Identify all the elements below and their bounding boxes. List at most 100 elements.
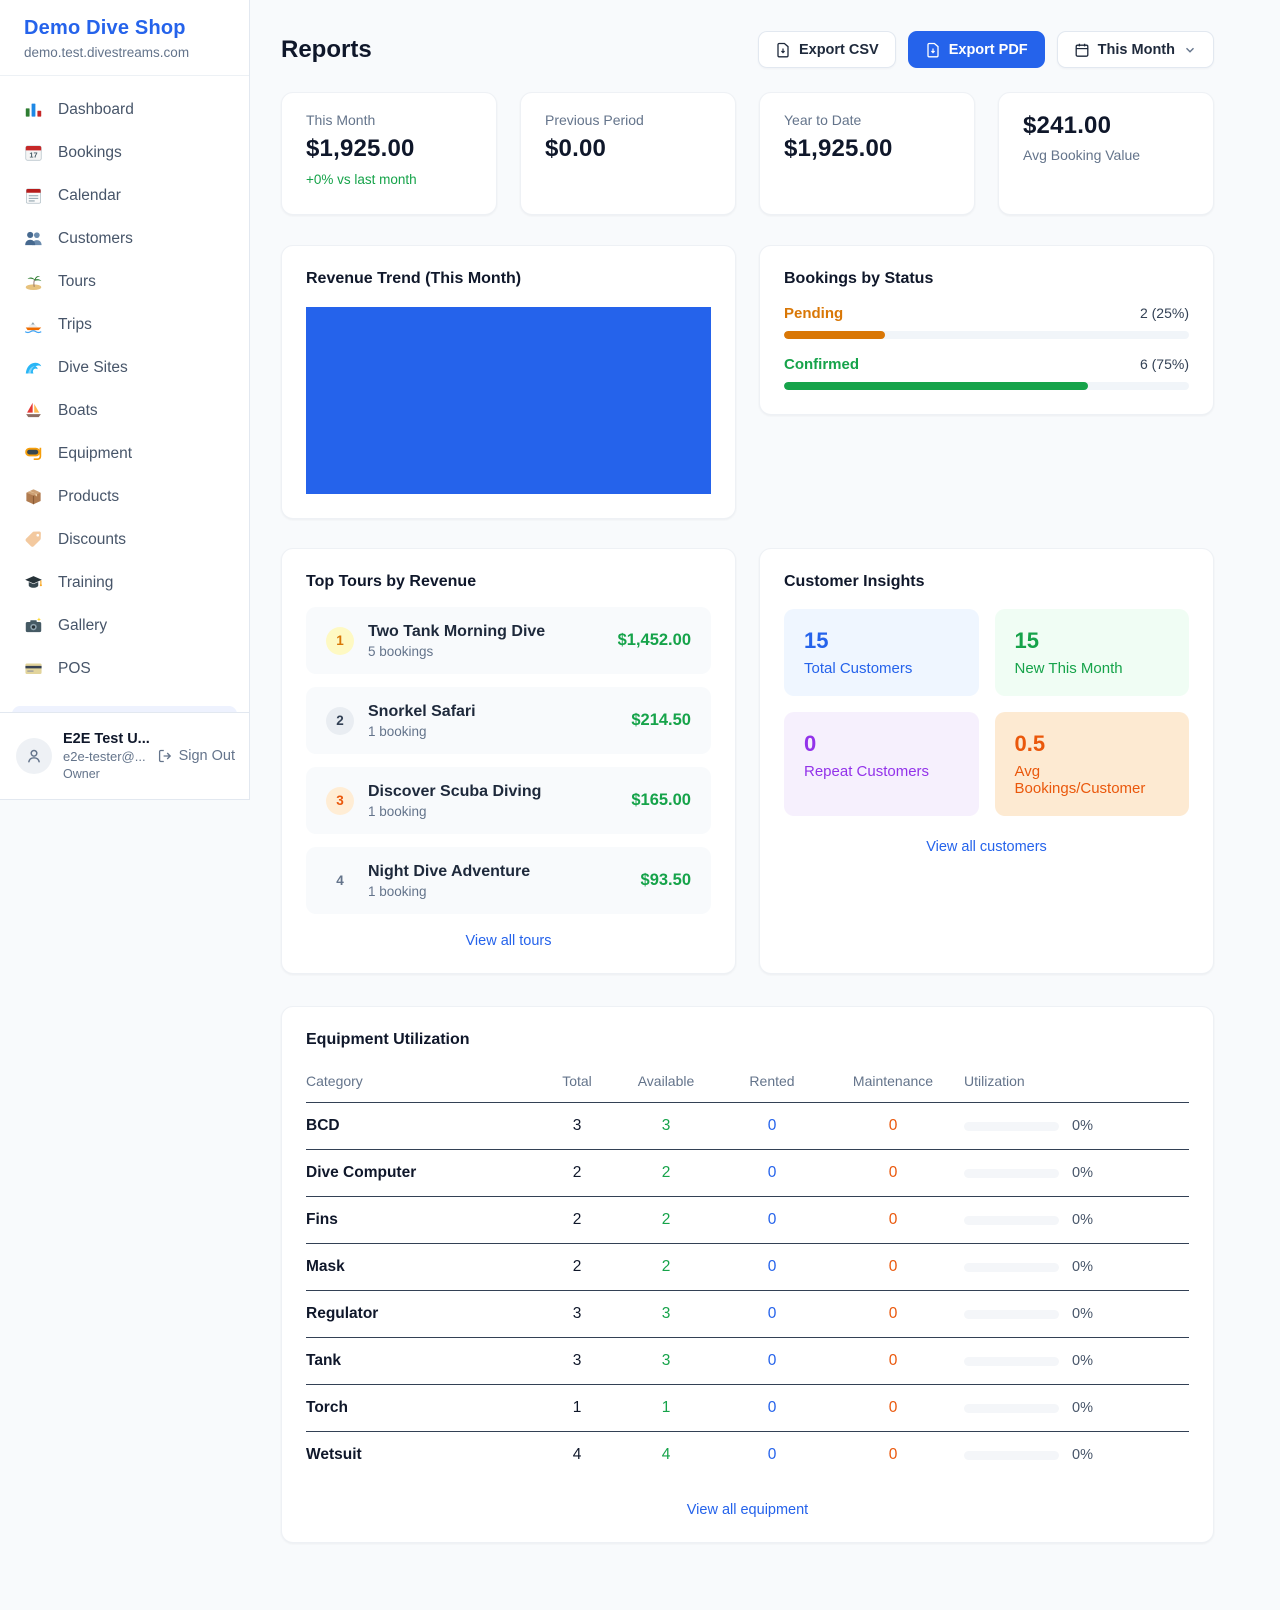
cell-available: 3: [661, 1352, 671, 1369]
cell-total: 4: [572, 1446, 582, 1463]
cell-available: 1: [661, 1399, 671, 1416]
sidebar-item-equipment[interactable]: Equipment: [12, 432, 237, 475]
svg-text:17: 17: [29, 151, 37, 160]
customer-insights-card: Customer Insights 15 Total Customers 15 …: [759, 548, 1214, 974]
sidebar-item-products[interactable]: Products: [12, 475, 237, 518]
discounts-icon: [24, 530, 43, 549]
stat-value: $0.00: [545, 135, 607, 162]
chevron-down-icon: [1186, 47, 1194, 53]
sidebar-item-label: Tours: [58, 272, 96, 290]
stat-value: $1,925.00: [306, 135, 415, 162]
cell-available: 3: [661, 1117, 671, 1134]
column-header-available: Available: [637, 1073, 695, 1089]
cell-total: 2: [572, 1211, 582, 1228]
export-pdf-label: Export PDF: [948, 41, 1028, 58]
cell-category: Dive Computer: [306, 1164, 417, 1181]
utilization-bar-track: [964, 1309, 1059, 1319]
bookings-by-status-card: Bookings by Status Pending 2 (25%) Confi…: [759, 245, 1214, 415]
cell-category: Tank: [306, 1352, 342, 1369]
sign-out-button[interactable]: Sign Out: [157, 748, 235, 764]
user-panel: E2E Test U... e2e-tester@... Owner Sign …: [0, 712, 249, 799]
cell-total: 2: [572, 1164, 582, 1181]
sidebar-item-bookings[interactable]: 17 Bookings: [12, 131, 237, 174]
boats-icon: [24, 401, 43, 420]
utilization-bar-track: [964, 1262, 1059, 1272]
insight-value: 15: [1014, 628, 1039, 653]
period-dropdown[interactable]: This Month: [1056, 31, 1214, 68]
table-row: Wetsuit 4 4 0 0 0%: [306, 1432, 1189, 1478]
stat-label: Previous Period: [545, 112, 644, 128]
view-all-equipment-link[interactable]: View all equipment: [686, 1502, 809, 1518]
view-all-tours-link[interactable]: View all tours: [465, 933, 552, 949]
export-csv-button[interactable]: Export CSV: [757, 31, 896, 68]
utilization-bar-track: [964, 1403, 1059, 1413]
sidebar-item-calendar[interactable]: Calendar: [12, 174, 237, 217]
table-row: Tank 3 3 0 0 0%: [306, 1338, 1189, 1385]
cell-rented: 0: [767, 1164, 777, 1181]
sidebar-nav: Dashboard 17 Bookings Calendar Customers…: [0, 76, 249, 690]
revenue-trend-card: Revenue Trend (This Month): [281, 245, 736, 519]
status-value: 6 (75%): [1139, 356, 1189, 372]
insight-value: 15: [804, 628, 829, 653]
file-download-icon: [777, 42, 789, 57]
logout-icon: [158, 749, 171, 763]
dashboard-icon: [24, 100, 43, 119]
column-header-maintenance: Maintenance: [852, 1073, 934, 1089]
equipment-table: Category Total Available Rented Maintena…: [306, 1063, 1189, 1478]
sidebar-item-training[interactable]: Training: [12, 561, 237, 604]
stat-label: Avg Booking Value: [1023, 147, 1141, 163]
cell-total: 2: [572, 1258, 582, 1275]
table-body: BCD 3 3 0 0 0% Dive Computer 2 2 0 0: [306, 1103, 1189, 1478]
customer-insights-title: Customer Insights: [784, 573, 925, 590]
sidebar-item-customers[interactable]: Customers: [12, 217, 237, 260]
view-all-customers-link[interactable]: View all customers: [926, 839, 1047, 855]
sidebar-item-dashboard[interactable]: Dashboard: [12, 88, 237, 131]
sidebar-item-discounts[interactable]: Discounts: [12, 518, 237, 561]
sidebar-item-dive-sites[interactable]: Dive Sites: [12, 346, 237, 389]
user-email: e2e-tester@...: [63, 748, 146, 764]
utilization-percent: 0%: [1072, 1353, 1093, 1369]
insight-label: New This Month: [1014, 660, 1123, 677]
insight-value: 0: [804, 731, 817, 756]
user-icon: [27, 749, 41, 763]
file-download-icon: [927, 42, 939, 57]
header-actions: Export CSV Export PDF This Month: [757, 31, 1214, 68]
sidebar-item-trips[interactable]: Trips: [12, 303, 237, 346]
customers-icon: [24, 229, 43, 248]
cell-utilization: 0%: [964, 1165, 1189, 1181]
sidebar-item-reports-selected[interactable]: [12, 706, 237, 714]
sidebar-item-pos[interactable]: POS: [12, 647, 237, 690]
calendar-icon: [1075, 43, 1089, 57]
sidebar-item-label: Products: [58, 487, 120, 505]
cell-maintenance: 0: [888, 1211, 898, 1228]
cell-available: 2: [661, 1164, 671, 1181]
cell-rented: 0: [767, 1352, 777, 1369]
avatar: [16, 738, 52, 774]
cell-total: 1: [572, 1399, 582, 1416]
stat-card-this-month: This Month $1,925.00 +0% vs last month: [281, 92, 497, 215]
export-pdf-button[interactable]: Export PDF: [907, 31, 1045, 68]
pos-icon: [24, 659, 43, 678]
sign-out-label: Sign Out: [178, 748, 235, 764]
utilization-percent: 0%: [1072, 1306, 1093, 1322]
sidebar-item-label: Discounts: [58, 530, 127, 548]
cell-maintenance: 0: [888, 1117, 898, 1134]
insight-grid: 15 Total Customers 15 New This Month 0 R…: [784, 609, 1189, 816]
stat-value: $1,925.00: [784, 135, 893, 162]
sidebar-item-boats[interactable]: Boats: [12, 389, 237, 432]
cell-category: Fins: [306, 1211, 338, 1228]
sidebar-item-gallery[interactable]: Gallery: [12, 604, 237, 647]
sidebar-item-label: Gallery: [58, 616, 108, 634]
utilization-percent: 0%: [1072, 1165, 1093, 1181]
charts-row: Revenue Trend (This Month) Bookings by S…: [281, 245, 1214, 519]
sidebar-item-tours[interactable]: Tours: [12, 260, 237, 303]
cell-rented: 0: [767, 1117, 777, 1134]
utilization-bar-track: [964, 1450, 1059, 1460]
cell-rented: 0: [767, 1399, 777, 1416]
sidebar-item-label: Trips: [58, 315, 92, 333]
cell-available: 2: [661, 1258, 671, 1275]
status-value: 2 (25%): [1139, 305, 1189, 321]
stats-row: This Month $1,925.00 +0% vs last month P…: [281, 92, 1214, 215]
tours-icon: [24, 272, 43, 291]
stat-delta: +0% vs last month: [306, 172, 417, 187]
